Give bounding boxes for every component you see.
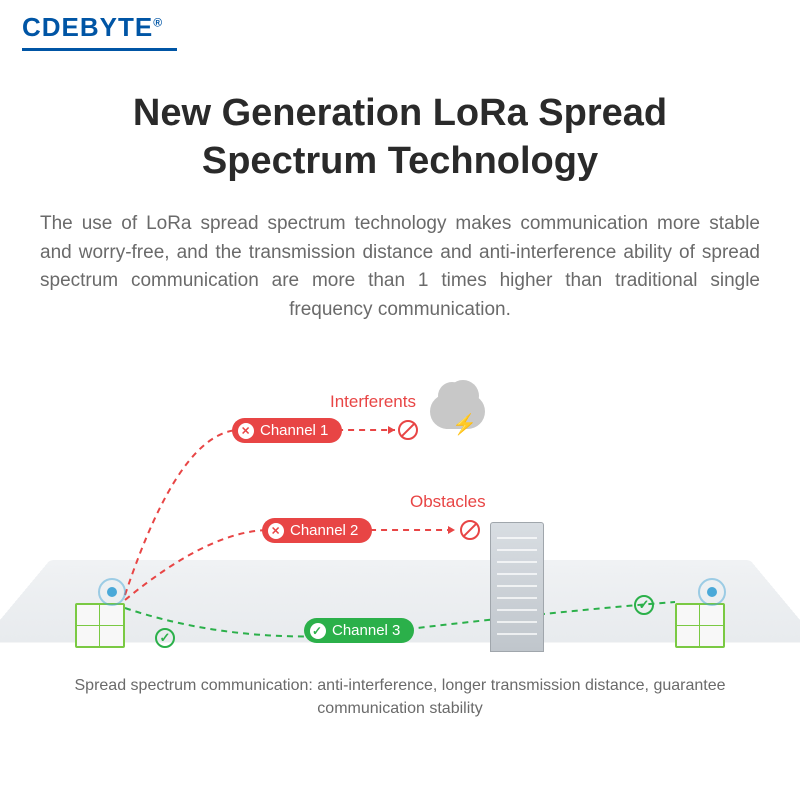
channel-1-pill: Channel 1 bbox=[232, 418, 342, 443]
page-title: New Generation LoRa Spread Spectrum Tech… bbox=[0, 90, 800, 185]
antenna-wave-icon bbox=[698, 578, 726, 606]
brand-logo: CDEBYTE® bbox=[22, 12, 163, 43]
diagram-caption: Spread spectrum communication: anti-inte… bbox=[60, 675, 740, 720]
success-icon bbox=[155, 628, 175, 648]
lightning-icon: ⚡ bbox=[452, 412, 477, 437]
blocked-icon bbox=[398, 420, 418, 440]
obstacles-label: Obstacles bbox=[410, 492, 486, 512]
antenna-wave-icon bbox=[98, 578, 126, 606]
transmitter-module bbox=[75, 603, 125, 648]
signal-paths bbox=[0, 370, 800, 700]
success-icon bbox=[634, 595, 654, 615]
diagram: Interferents Channel 1 ⚡ Obstacles Chann… bbox=[0, 370, 800, 700]
description-text: The use of LoRa spread spectrum technolo… bbox=[40, 210, 760, 324]
logo-underline bbox=[22, 48, 177, 51]
receiver-module bbox=[675, 603, 725, 648]
blocked-icon bbox=[460, 520, 480, 540]
channel-2-pill: Channel 2 bbox=[262, 518, 372, 543]
registered-mark: ® bbox=[153, 15, 163, 29]
interferents-label: Interferents bbox=[330, 392, 416, 412]
channel-3-pill: Channel 3 bbox=[304, 618, 414, 643]
building-icon bbox=[490, 512, 544, 652]
